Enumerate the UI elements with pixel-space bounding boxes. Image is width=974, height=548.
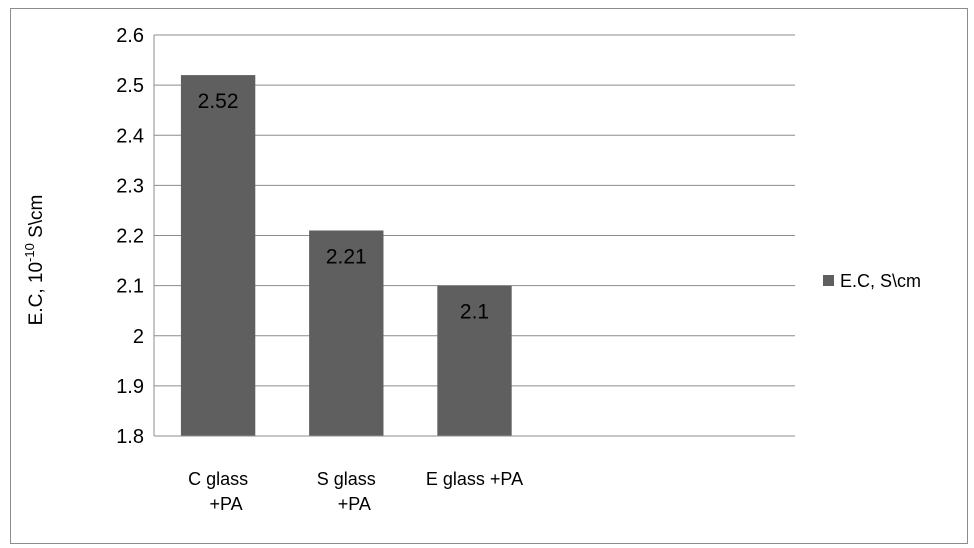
bar [180,75,256,436]
y-tick-label: 2.6 [116,25,144,47]
legend-swatch [823,275,834,286]
y-tick-label: 2.5 [116,75,144,97]
y-tick-label: 2.1 [116,276,144,298]
chart-frame [10,8,968,544]
y-tick-label: 2.4 [116,125,144,147]
gridlines [154,34,795,387]
bar [309,230,384,436]
y-axis-label: E.C, 10-10 S\cm [22,195,47,326]
data-label: 2.21 [326,245,367,268]
x-tick-label: +PA [210,494,243,514]
bar [437,285,512,436]
x-tick-label: E glass +PA [426,469,523,489]
data-labels: 2.52 2.21 2.1 [198,90,489,324]
y-tick-label: 2.2 [116,226,144,248]
y-tick-label: 1.8 [116,426,144,448]
axes [153,35,795,437]
x-tick-label: +PA [338,494,371,514]
y-tick-label: 2.3 [116,175,144,197]
legend-label: E.C, S\cm [840,271,921,291]
data-label: 2.1 [460,301,489,324]
bars [180,75,512,436]
x-tick-label: C glass [188,469,248,489]
y-tick-label: 1.9 [116,376,144,398]
x-tick-labels: C glass +PA S glass +PA E glass +PA [188,469,523,514]
y-tick-labels: 1.8 1.9 2 2.1 2.2 2.3 2.4 2.5 2.6 [116,25,144,448]
x-tick-label: S glass [317,469,376,489]
data-label: 2.52 [198,90,239,113]
y-tick-label: 2 [133,326,144,348]
legend: E.C, S\cm [823,271,921,291]
